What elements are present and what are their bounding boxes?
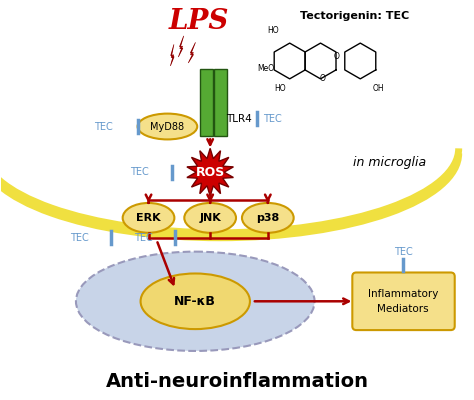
Ellipse shape (141, 274, 250, 329)
Text: O: O (319, 74, 326, 83)
Text: ROS: ROS (196, 166, 225, 179)
Text: Mediators: Mediators (377, 304, 429, 314)
Polygon shape (187, 148, 233, 196)
Bar (214, 69, 227, 136)
Text: MyD88: MyD88 (150, 122, 184, 132)
Text: Inflammatory: Inflammatory (368, 289, 438, 299)
Ellipse shape (123, 203, 174, 233)
Text: TEC: TEC (70, 233, 89, 243)
Ellipse shape (137, 114, 197, 140)
Text: Tectorigenin: TEC: Tectorigenin: TEC (300, 11, 409, 21)
Polygon shape (178, 36, 184, 57)
Bar (200, 69, 213, 136)
Ellipse shape (242, 203, 294, 233)
Text: TLR4: TLR4 (226, 114, 252, 124)
Text: TEC: TEC (134, 233, 153, 243)
Text: JNK: JNK (199, 213, 221, 223)
FancyBboxPatch shape (352, 272, 455, 330)
Text: in microglia: in microglia (353, 156, 426, 169)
Text: ERK: ERK (136, 213, 161, 223)
Text: OH: OH (373, 84, 384, 93)
Text: TEC: TEC (393, 247, 412, 257)
Text: Anti-neuroinflammation: Anti-neuroinflammation (106, 372, 368, 391)
Text: HO: HO (267, 26, 279, 35)
Ellipse shape (76, 252, 315, 351)
Text: TEC: TEC (94, 122, 113, 132)
Text: HO: HO (274, 84, 285, 93)
Text: p38: p38 (256, 213, 280, 223)
Text: NF-κB: NF-κB (174, 295, 216, 308)
Ellipse shape (184, 203, 236, 233)
Text: O: O (334, 52, 339, 61)
Text: TEC: TEC (263, 114, 282, 124)
Text: TEC: TEC (130, 167, 148, 177)
Text: MeO: MeO (257, 64, 274, 73)
Polygon shape (188, 42, 195, 63)
Text: LPS: LPS (168, 8, 229, 35)
Polygon shape (170, 44, 174, 66)
